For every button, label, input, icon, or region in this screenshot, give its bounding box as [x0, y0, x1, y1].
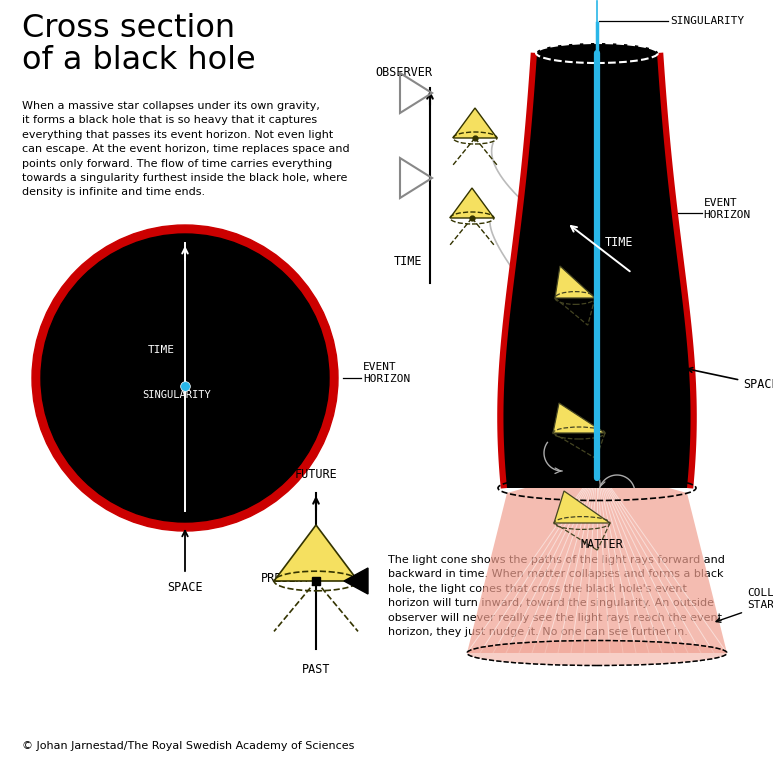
Polygon shape	[274, 525, 358, 581]
Polygon shape	[450, 188, 494, 218]
Ellipse shape	[536, 43, 658, 63]
Text: TIME: TIME	[605, 236, 634, 249]
Polygon shape	[509, 53, 686, 488]
Polygon shape	[553, 403, 605, 433]
Text: SPACE: SPACE	[167, 581, 203, 594]
Polygon shape	[555, 266, 595, 298]
Text: SPACE: SPACE	[688, 368, 773, 391]
Text: © Johan Jarnestad/The Royal Swedish Academy of Sciences: © Johan Jarnestad/The Royal Swedish Acad…	[22, 741, 354, 751]
Text: SINGULARITY: SINGULARITY	[143, 390, 211, 400]
Polygon shape	[453, 108, 497, 138]
Circle shape	[32, 225, 338, 531]
Text: EVENT
HORIZON: EVENT HORIZON	[703, 198, 751, 220]
Text: COLLAPSING
STAR: COLLAPSING STAR	[716, 588, 773, 622]
Text: FUTURE: FUTURE	[295, 468, 337, 481]
Polygon shape	[344, 568, 368, 594]
Text: EVENT
HORIZON: EVENT HORIZON	[363, 363, 410, 384]
Text: MATTER: MATTER	[581, 538, 623, 551]
Text: Cross section
of a black hole: Cross section of a black hole	[22, 13, 256, 77]
Polygon shape	[467, 468, 727, 653]
Circle shape	[41, 234, 329, 522]
Text: When a massive star collapses under its own gravity,
it forms a black hole that : When a massive star collapses under its …	[22, 101, 349, 197]
Text: OBSERVER: OBSERVER	[375, 66, 432, 79]
Text: TIME: TIME	[148, 345, 175, 355]
Text: PRESENT: PRESENT	[261, 573, 311, 585]
Ellipse shape	[467, 641, 727, 666]
Text: The light cone shows the paths of the light rays forward and
backward in time. W: The light cone shows the paths of the li…	[388, 555, 725, 637]
Text: TIME: TIME	[393, 255, 422, 268]
Text: SINGULARITY: SINGULARITY	[670, 16, 744, 26]
Polygon shape	[503, 53, 690, 488]
Polygon shape	[554, 491, 610, 523]
Text: PAST: PAST	[301, 663, 330, 676]
